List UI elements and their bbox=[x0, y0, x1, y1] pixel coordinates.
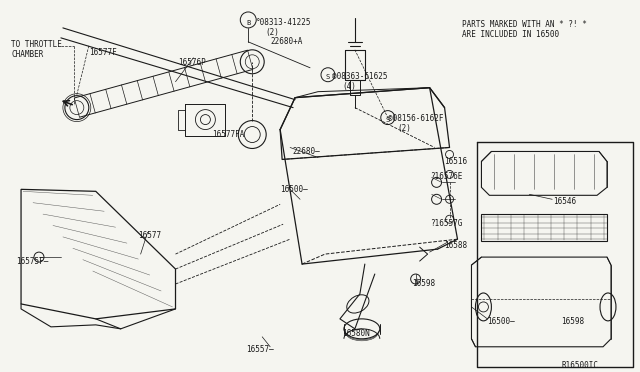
Text: (2): (2) bbox=[397, 124, 412, 132]
Text: (4): (4) bbox=[342, 82, 356, 91]
Text: 22680+A: 22680+A bbox=[270, 37, 303, 46]
Text: 16546: 16546 bbox=[553, 197, 576, 206]
Text: S: S bbox=[386, 117, 390, 123]
Text: °08313-41225: °08313-41225 bbox=[256, 18, 312, 27]
Text: CHAMBER: CHAMBER bbox=[11, 50, 44, 59]
Text: R16500IC: R16500IC bbox=[561, 361, 598, 370]
Text: S: S bbox=[326, 74, 330, 80]
Text: ?16557G: ?16557G bbox=[429, 219, 462, 228]
Text: 16500–: 16500– bbox=[488, 317, 515, 326]
Text: 16575F—: 16575F— bbox=[16, 257, 49, 266]
Text: 16577FA: 16577FA bbox=[212, 129, 244, 138]
Text: 22680–: 22680– bbox=[292, 147, 320, 157]
Text: TO THROTTLE: TO THROTTLE bbox=[11, 40, 62, 49]
Text: 16598: 16598 bbox=[561, 317, 584, 326]
Text: 16576P: 16576P bbox=[179, 58, 206, 67]
Text: 16588: 16588 bbox=[445, 241, 468, 250]
Text: ®08363-61625: ®08363-61625 bbox=[332, 72, 387, 81]
Text: ®08156-6162F: ®08156-6162F bbox=[388, 113, 444, 123]
Text: 16557–: 16557– bbox=[246, 345, 274, 354]
Text: (2): (2) bbox=[265, 28, 279, 37]
Text: 16516: 16516 bbox=[445, 157, 468, 166]
Text: 16580N: 16580N bbox=[342, 329, 370, 338]
Text: 16577F: 16577F bbox=[89, 48, 116, 57]
Text: 16577: 16577 bbox=[138, 231, 161, 240]
Text: 16500–: 16500– bbox=[280, 185, 308, 194]
Text: PARTS MARKED WITH AN * ?! *: PARTS MARKED WITH AN * ?! * bbox=[461, 20, 586, 29]
Text: ?16576E: ?16576E bbox=[429, 172, 462, 182]
Text: B: B bbox=[246, 20, 250, 26]
Text: ARE INCLUDED IN 16500: ARE INCLUDED IN 16500 bbox=[461, 30, 559, 39]
Text: 16598: 16598 bbox=[412, 279, 435, 288]
